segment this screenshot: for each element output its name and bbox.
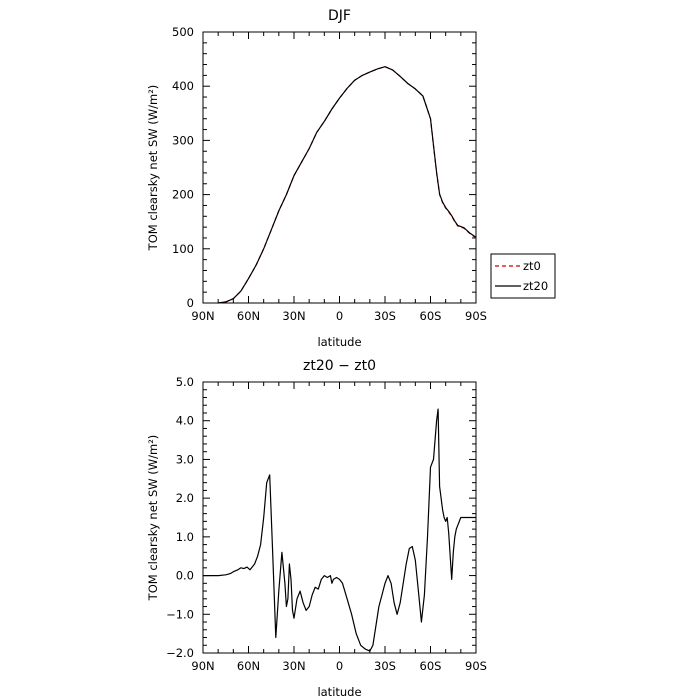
y-tick-label: −2.0 bbox=[166, 646, 194, 660]
x-axis-label: latitude bbox=[317, 685, 361, 699]
y-tick-label: 0.0 bbox=[176, 569, 194, 583]
x-tick-label: 90S bbox=[465, 659, 487, 673]
top-panel-djf: DJF 90N 60N 30N 0 30S 60S 90S 0 100 200 300 400 500 la… bbox=[146, 8, 487, 349]
x-tick-label: 30N bbox=[282, 659, 305, 673]
x-tick-label: 90N bbox=[191, 309, 214, 323]
x-tick-label: 0 bbox=[336, 309, 343, 323]
series-line-zt20 bbox=[218, 66, 477, 304]
legend-box bbox=[490, 253, 556, 299]
y-tick-label: 5.0 bbox=[176, 375, 194, 389]
series-line-difference bbox=[203, 408, 476, 652]
x-axis-label: latitude bbox=[317, 335, 361, 349]
y-tick-label: 4.0 bbox=[176, 414, 194, 428]
legend: zt0 zt20 bbox=[490, 253, 556, 299]
y-tick-label: 400 bbox=[172, 79, 194, 93]
plot-frame bbox=[202, 381, 477, 654]
chart-title: DJF bbox=[328, 8, 351, 24]
legend-zt20-label: zt20 bbox=[523, 279, 548, 293]
plot-frame bbox=[202, 31, 477, 304]
x-tick-label: 60N bbox=[237, 659, 260, 673]
y-tick-label: 100 bbox=[172, 242, 194, 256]
y-axis-label: TOM clearsky net SW (W/m²) bbox=[146, 435, 160, 602]
y-tick-label: 300 bbox=[172, 133, 194, 147]
x-tick-label: 60S bbox=[420, 309, 442, 323]
x-tick-label: 0 bbox=[336, 659, 343, 673]
y-tick-label: 0 bbox=[187, 296, 194, 310]
y-tick-label: −1.0 bbox=[166, 607, 194, 621]
x-tick-label: 30N bbox=[282, 309, 305, 323]
bottom-panel-difference: zt20 − zt0 90N 60N 30N 0 30S 60S 90S −2.0 −1.0 0.0… bbox=[146, 358, 487, 699]
x-tick-label: 90S bbox=[465, 309, 487, 323]
y-tick-label: 200 bbox=[172, 188, 194, 202]
y-tick-label: 1.0 bbox=[176, 530, 194, 544]
y-tick-label: 2.0 bbox=[176, 491, 194, 505]
y-tick-label: 500 bbox=[172, 25, 194, 39]
y-tick-label: 3.0 bbox=[176, 452, 194, 466]
series-line-zt0 bbox=[218, 66, 477, 304]
chart-title: zt20 − zt0 bbox=[303, 358, 376, 374]
x-tick-label: 60S bbox=[420, 659, 442, 673]
legend-zt0-label: zt0 bbox=[523, 259, 541, 273]
y-axis-label: TOM clearsky net SW (W/m²) bbox=[146, 85, 160, 252]
x-tick-label: 90N bbox=[191, 659, 214, 673]
x-tick-label: 30S bbox=[374, 309, 396, 323]
x-tick-label: 30S bbox=[374, 659, 396, 673]
x-tick-label: 60N bbox=[237, 309, 260, 323]
